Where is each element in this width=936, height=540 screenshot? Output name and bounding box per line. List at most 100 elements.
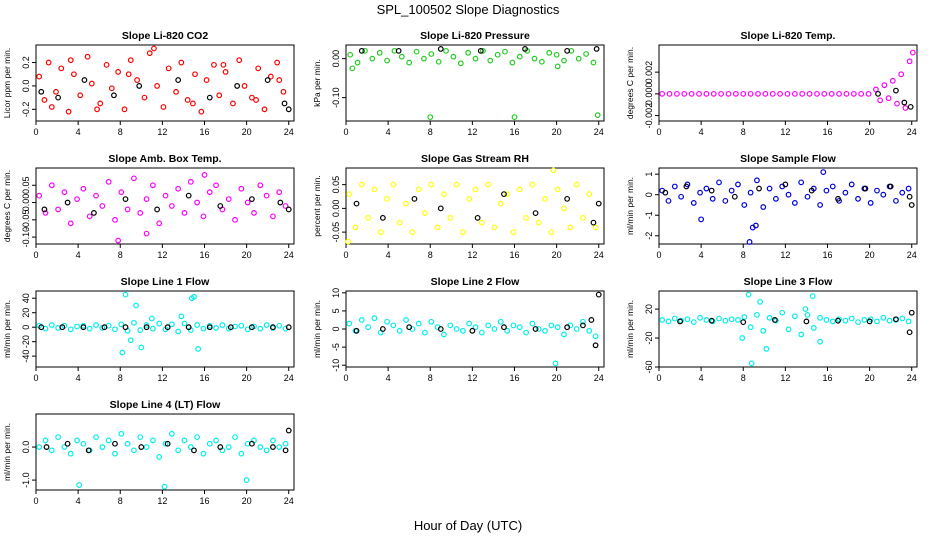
- panel-7-series-2-point: [101, 324, 108, 331]
- panel-1-series-1-point: [203, 77, 210, 83]
- panel-2-x-tick-label: 12: [467, 127, 477, 137]
- panel-1-series-1-point: [103, 61, 110, 68]
- panel-4-series-2-point: [277, 199, 284, 206]
- panel-8-series-1-point: [447, 322, 454, 329]
- panel-3-series-1-point: [791, 90, 798, 97]
- panel-1-series-2-point: [38, 88, 45, 95]
- panel-5-series-1-point: [377, 229, 384, 236]
- panel-5-title: Slope Gas Stream RH: [421, 153, 529, 165]
- panel-4-y-tick-label: -0.10: [21, 227, 31, 248]
- panel-8-series-1-point: [542, 327, 548, 334]
- panel-7-series-1-point: [194, 322, 201, 328]
- panel-7-series-1-point: [257, 325, 264, 332]
- panel-4-series-1-point: [257, 182, 264, 189]
- panel-8-series-1-point: [453, 326, 460, 332]
- panel-8-x-tick-label: 24: [594, 373, 604, 383]
- panel-1-series-1-point: [230, 100, 236, 107]
- panel-1-series-1-point: [222, 68, 229, 75]
- panel-9-series-1-point: [817, 314, 824, 321]
- panel-2-x-tick-label: 8: [428, 127, 433, 137]
- panel-6-series-2-point: [908, 202, 915, 208]
- panel-1-title: Slope Li-820 CO2: [122, 30, 209, 42]
- panel-4-title: Slope Amb. Box Temp.: [108, 153, 221, 165]
- panel-4-series-1-point: [143, 230, 150, 237]
- panel-4-series-1-point: [232, 216, 238, 223]
- panel-4-series-1-point: [225, 196, 232, 202]
- panel-6-series-2-point: [756, 185, 762, 192]
- panel-4-series-1-point: [124, 206, 131, 213]
- panel-4-series-1-point: [55, 206, 62, 213]
- panel-9-series-1-point: [785, 326, 792, 333]
- panel-7-series-1-point: [276, 322, 283, 329]
- panel-4-series-2-point: [185, 192, 192, 199]
- panel-5-plot-frame: [345, 167, 605, 245]
- panel-1-series-1-point: [236, 57, 243, 64]
- panel-9-series-1-point: [690, 319, 697, 326]
- panel-3-series-1-point: [902, 105, 909, 111]
- panel-4-series-1-point: [244, 199, 251, 206]
- panel-8-series-1-point: [510, 322, 517, 329]
- panel-7-series-1-point: [181, 320, 188, 327]
- panel-1-series-1-point: [280, 88, 287, 95]
- panel-5-series-1-point: [472, 186, 479, 193]
- panel-1-series-1-point: [192, 71, 198, 78]
- panel-6-series-1-point: [820, 169, 827, 176]
- panel-7-series-2-point: [270, 324, 276, 331]
- panel-8-series-2-point: [437, 326, 444, 332]
- panel-9-series-2-point: [866, 318, 873, 325]
- panel-5-series-1-point: [365, 214, 372, 221]
- panel-9-series-1-point: [779, 309, 786, 316]
- panel-4-series-1-point: [105, 178, 112, 185]
- panel-6-series-1-point: [698, 216, 705, 223]
- panel-6-series-1-point: [671, 183, 678, 190]
- panel-9-series-1-point: [848, 315, 855, 322]
- panel-4-series-1-point: [115, 237, 122, 244]
- panel-7-series-2-point: [185, 324, 192, 331]
- panel-1-series-1-point: [58, 65, 65, 72]
- panel-4-series-1-point: [42, 210, 49, 216]
- panel-3-series-1-point: [777, 90, 784, 97]
- panel-10-series-1-point: [213, 437, 219, 444]
- panel-10-series-1-point: [80, 440, 87, 447]
- panel-10-series-1-point: [156, 454, 163, 460]
- panel-5-x-tick-label: 20: [552, 250, 562, 260]
- panel-3-x-tick-label: 24: [907, 127, 917, 137]
- panel-3-series-1-point: [688, 90, 695, 97]
- panel-7-series-1-point: [122, 291, 129, 298]
- panel-8-series-2-point: [532, 326, 539, 332]
- panel-6-x-tick-label: 16: [822, 250, 832, 260]
- panel-1-series-1-point: [160, 104, 167, 110]
- panel-8-series-2-point: [564, 324, 571, 331]
- panel-10-x-tick-label: 4: [76, 496, 81, 506]
- panel-6-x-tick-label: 20: [865, 250, 875, 260]
- panel-1-series-1-point: [115, 68, 122, 75]
- panel-10-series-2-point: [43, 444, 50, 450]
- panel-2-series-1-point: [487, 57, 494, 64]
- panel-10-series-2-point: [248, 440, 255, 447]
- panel-4-series-1-point: [86, 213, 93, 220]
- panel-4-series-1-point: [162, 192, 169, 199]
- panel-4-series-1-point: [168, 203, 175, 209]
- panel-1-series-1-point: [220, 61, 227, 68]
- panel-4-series-1-point: [61, 189, 68, 196]
- panel-7-series-1-point: [195, 346, 202, 352]
- panel-10-series-2-point: [191, 447, 197, 454]
- panel-3-series-1-point: [881, 82, 888, 89]
- panel-4-x-tick-label: 8: [118, 250, 123, 260]
- panel-4-series-1-point: [201, 172, 208, 178]
- panel-4-series-1-point: [80, 185, 87, 192]
- panel-5-series-1-point: [428, 181, 435, 188]
- panel-6-y-tick-label: 0: [644, 192, 654, 197]
- panel-5-series-1-point: [422, 210, 428, 217]
- panel-3-series-1-point: [732, 90, 739, 97]
- panel-9-x-tick-label: 12: [780, 373, 790, 383]
- panel-6-series-2-point: [683, 183, 690, 190]
- panel-8-series-2-point: [588, 317, 595, 323]
- panel-1-series-1-point: [36, 73, 43, 80]
- panel-4-series-2-point: [217, 203, 224, 209]
- panel-6-series-2-point: [708, 187, 715, 194]
- panel-8-series-1-point: [485, 322, 492, 329]
- panel-7-series-1-point: [149, 325, 156, 332]
- panel-6-series-1-point: [760, 204, 767, 210]
- panel-6-series-1-point: [754, 177, 760, 184]
